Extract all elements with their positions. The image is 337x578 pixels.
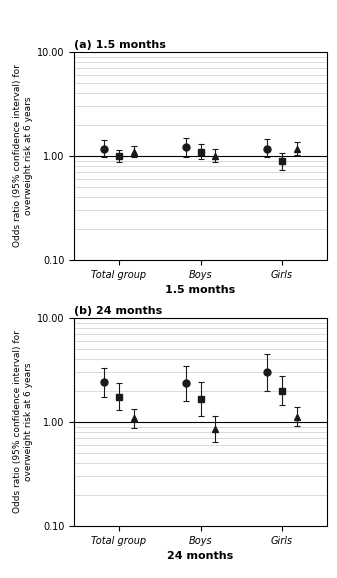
Text: (a) 1.5 months: (a) 1.5 months <box>74 40 166 50</box>
Text: (b) 24 months: (b) 24 months <box>74 306 162 316</box>
Legend: Body mass index (SDS), Total subcutaneous fat mass (SDS), Central-to-total subcu: Body mass index (SDS), Total subcutaneou… <box>78 323 310 354</box>
X-axis label: 1.5 months: 1.5 months <box>165 286 236 295</box>
Y-axis label: Odds ratio (95% confidence interval) for
overweight risk at 6 years: Odds ratio (95% confidence interval) for… <box>13 65 33 247</box>
Y-axis label: Odds ratio (95% confidence interval) for
overweight risk at 6 years: Odds ratio (95% confidence interval) for… <box>13 331 33 513</box>
X-axis label: 24 months: 24 months <box>167 551 234 561</box>
